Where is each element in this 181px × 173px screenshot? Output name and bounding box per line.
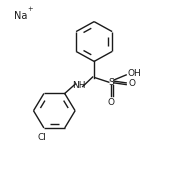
Text: S: S (108, 78, 114, 87)
Text: Na: Na (14, 11, 28, 21)
Text: O: O (129, 79, 136, 88)
Text: NH: NH (72, 81, 85, 90)
Text: +: + (28, 6, 33, 12)
Text: OH: OH (128, 69, 141, 78)
Text: O: O (108, 98, 115, 107)
Text: Cl: Cl (38, 133, 47, 142)
